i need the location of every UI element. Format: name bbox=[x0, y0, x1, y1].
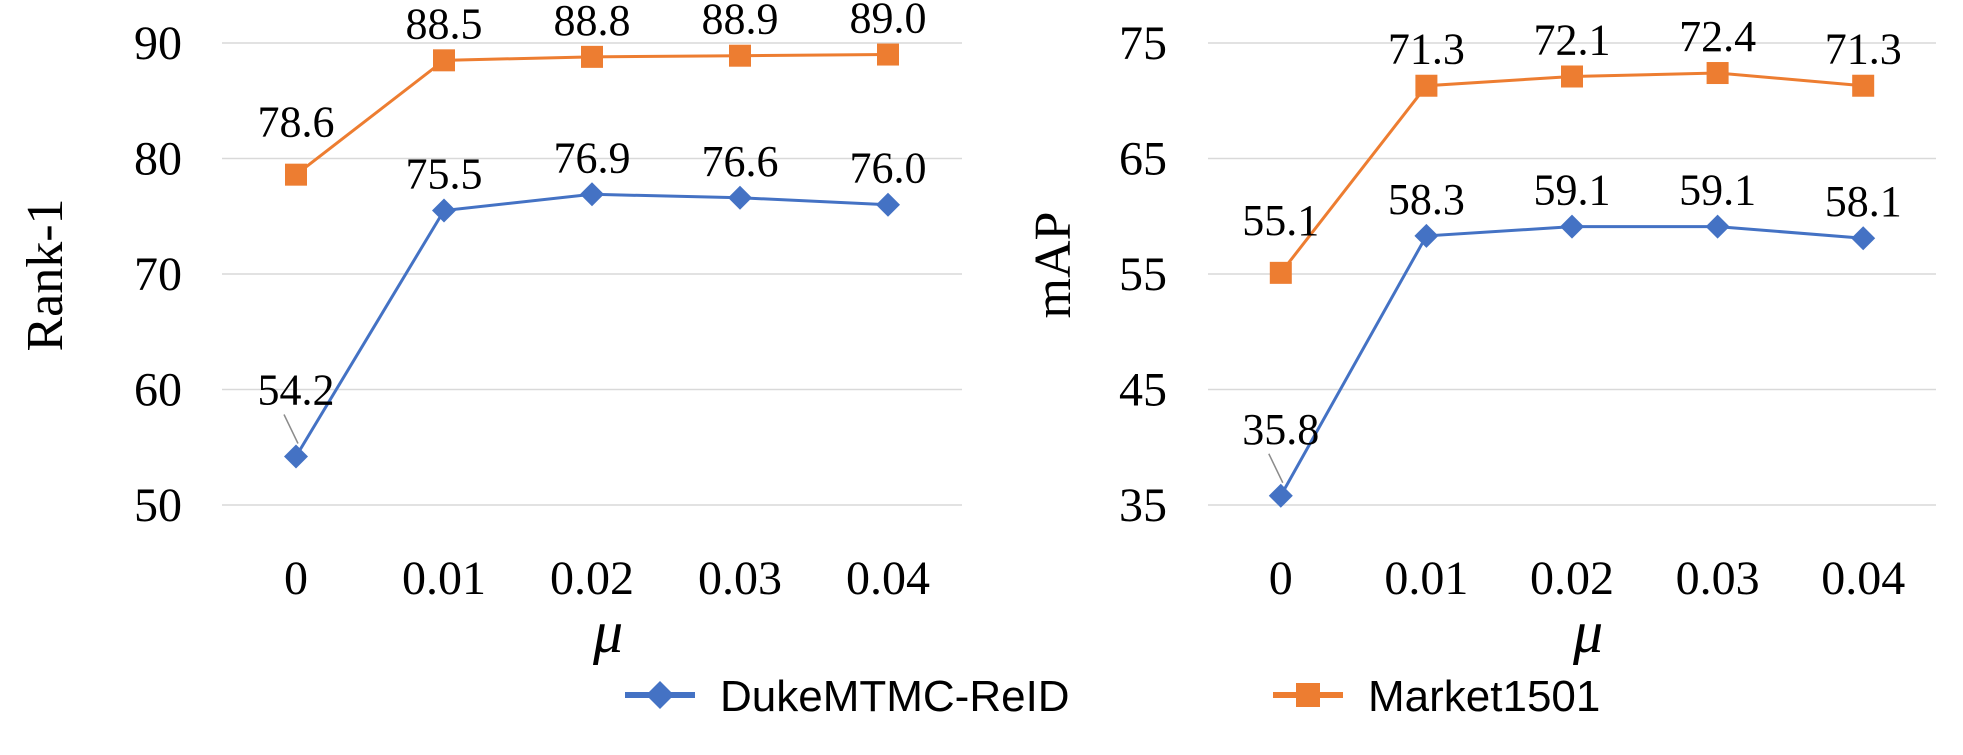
y-tick-label: 80 bbox=[134, 133, 182, 186]
data-label: 78.6 bbox=[258, 98, 335, 147]
series-dukemtmc-reid: 54.2 75.5 76.9 76.6 76.0 bbox=[258, 133, 927, 469]
y-tick-label: 35 bbox=[1119, 479, 1167, 532]
x-tick-label: 0 bbox=[284, 552, 308, 605]
leader-line bbox=[283, 414, 299, 444]
data-label: 76.6 bbox=[702, 137, 779, 186]
legend-marker-square bbox=[1296, 683, 1320, 707]
data-point-diamond bbox=[1705, 214, 1730, 239]
x-axis-label: μ bbox=[592, 599, 623, 665]
y-axis-label: mAP bbox=[1025, 212, 1082, 319]
legend-label: Market1501 bbox=[1368, 672, 1600, 721]
data-label: 55.1 bbox=[1242, 196, 1319, 245]
data-label: 59.1 bbox=[1534, 166, 1611, 215]
data-label: 54.2 bbox=[258, 365, 335, 414]
x-axis-label: μ bbox=[1572, 599, 1603, 665]
series-market1501: 55.1 71.3 72.1 72.4 71.3 bbox=[1242, 12, 1902, 284]
data-point-diamond bbox=[1268, 483, 1293, 508]
data-label: 35.8 bbox=[1242, 405, 1319, 454]
data-label: 88.8 bbox=[554, 0, 631, 45]
data-point-diamond bbox=[284, 444, 308, 469]
x-tick-label: 0.02 bbox=[550, 552, 634, 605]
data-point-square bbox=[433, 49, 455, 72]
data-point-square bbox=[1706, 62, 1729, 85]
data-label: 58.3 bbox=[1388, 175, 1465, 224]
series-market1501: 78.6 88.5 88.8 88.9 89.0 bbox=[258, 0, 927, 186]
data-label: 72.1 bbox=[1534, 15, 1611, 64]
data-point-square bbox=[1852, 74, 1875, 97]
legend-item-market1501: Market1501 bbox=[1273, 672, 1600, 721]
data-point-diamond bbox=[728, 185, 752, 210]
data-label: 59.1 bbox=[1679, 166, 1756, 215]
y-axis-label: Rank-1 bbox=[17, 198, 74, 351]
y-tick-label: 60 bbox=[134, 364, 182, 417]
x-tick-label: 0.03 bbox=[1676, 552, 1760, 605]
data-label: 89.0 bbox=[850, 0, 927, 43]
legend-marker-diamond bbox=[646, 681, 674, 709]
data-label: 71.3 bbox=[1825, 25, 1902, 74]
x-tick-label: 0.04 bbox=[846, 552, 930, 605]
data-point-diamond bbox=[876, 192, 900, 217]
data-label: 76.9 bbox=[554, 133, 631, 182]
chart-panel-1: 50 60 70 80 90 0 0.01 0.02 0.03 0.04 Rank-1 μ 54.2 75… bbox=[17, 0, 962, 665]
series-line bbox=[1279, 225, 1864, 497]
data-label: 88.5 bbox=[406, 0, 483, 48]
legend-item-dukemtmc-reid: DukeMTMC-ReID bbox=[625, 672, 1070, 721]
data-point-square bbox=[1269, 261, 1292, 284]
data-point-diamond bbox=[580, 182, 604, 207]
data-point-square bbox=[1415, 74, 1438, 97]
series-line bbox=[294, 192, 889, 458]
legend: DukeMTMC-ReID Market1501 bbox=[625, 672, 1600, 721]
data-point-diamond bbox=[1414, 223, 1439, 248]
y-tick-label: 55 bbox=[1119, 248, 1167, 301]
y-tick-label: 45 bbox=[1119, 364, 1167, 417]
data-point-diamond bbox=[1851, 226, 1876, 251]
y-tick-label: 70 bbox=[134, 248, 182, 301]
data-label: 72.4 bbox=[1679, 12, 1756, 61]
data-point-square bbox=[729, 44, 751, 67]
y-tick-label: 75 bbox=[1119, 17, 1167, 70]
data-point-square bbox=[877, 43, 899, 66]
data-point-square bbox=[581, 45, 603, 68]
data-point-diamond bbox=[432, 198, 456, 223]
data-label: 88.9 bbox=[702, 0, 779, 44]
legend-label: DukeMTMC-ReID bbox=[720, 672, 1070, 721]
data-point-square bbox=[1561, 65, 1583, 88]
x-tick-label: 0.01 bbox=[402, 552, 486, 605]
data-label: 71.3 bbox=[1388, 25, 1465, 74]
y-tick-label: 50 bbox=[134, 479, 182, 532]
x-tick-label: 0.03 bbox=[698, 552, 782, 605]
y-tick-label: 65 bbox=[1119, 133, 1167, 186]
data-label: 58.1 bbox=[1825, 177, 1902, 226]
x-tick-label: 0.01 bbox=[1384, 552, 1468, 605]
data-point-diamond bbox=[1560, 214, 1584, 239]
data-label: 76.0 bbox=[850, 144, 927, 193]
x-tick-label: 0 bbox=[1269, 552, 1293, 605]
x-tick-label: 0.04 bbox=[1821, 552, 1905, 605]
x-tick-label: 0.02 bbox=[1530, 552, 1614, 605]
y-tick-label: 90 bbox=[134, 17, 182, 70]
series-dukemtmc-reid: 35.8 58.3 59.1 59.1 58.1 bbox=[1242, 166, 1902, 508]
data-point-square bbox=[285, 163, 307, 186]
data-label: 75.5 bbox=[406, 149, 483, 198]
leader-line bbox=[1268, 453, 1284, 484]
